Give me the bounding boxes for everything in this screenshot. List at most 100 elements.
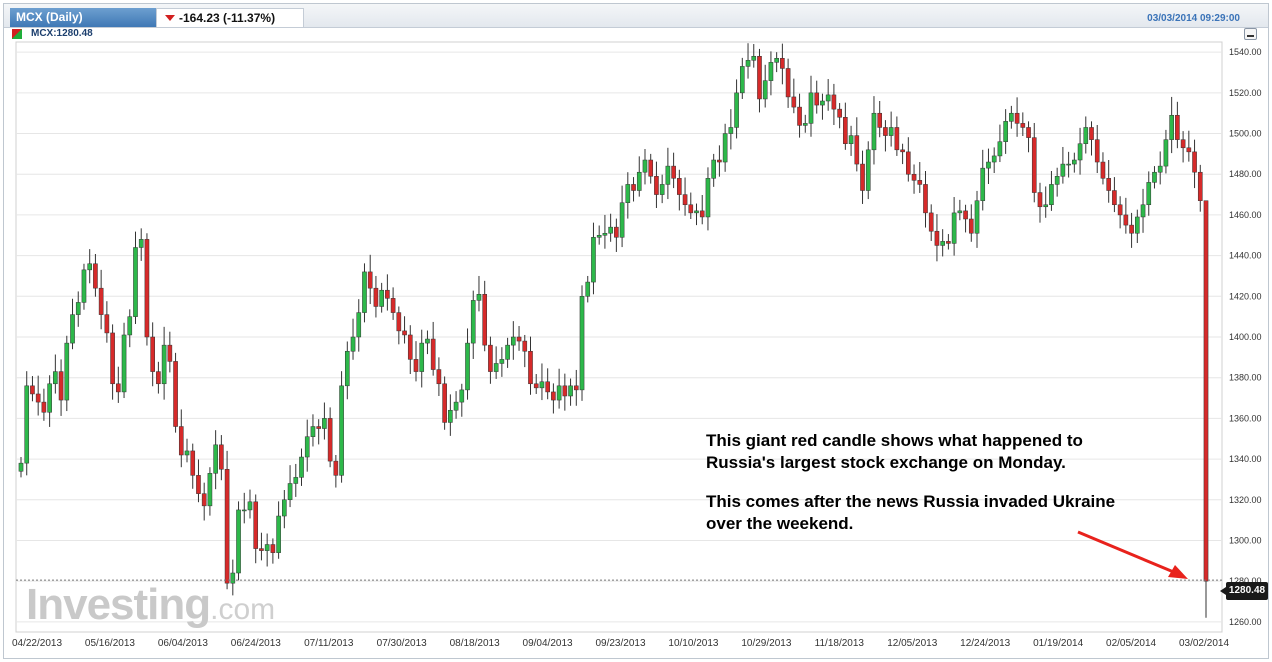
candle-down [900, 149, 905, 153]
x-tick-label: 04/22/2013 [12, 638, 62, 649]
candle-down [167, 344, 173, 362]
candle-up [64, 342, 70, 401]
chart-title-tab[interactable]: MCX (Daily) [10, 8, 156, 27]
y-tick-label: 1280.00 [1229, 576, 1262, 586]
candle-down [442, 383, 447, 423]
candle-down [259, 548, 264, 551]
candle-up [974, 200, 980, 234]
candle-up [888, 127, 894, 136]
candle-down [1100, 161, 1106, 179]
y-tick-label: 1520.00 [1229, 88, 1262, 98]
candle-up [865, 149, 871, 191]
candle-up [1140, 204, 1146, 218]
y-tick-label: 1300.00 [1229, 535, 1262, 545]
x-tick-label: 10/29/2013 [741, 638, 791, 649]
candle-up [121, 334, 127, 393]
candle-up [459, 389, 465, 403]
candle-up [579, 296, 585, 391]
candle-down [201, 493, 207, 507]
candle-up [24, 385, 30, 464]
candle-down [631, 184, 636, 191]
candle-down [396, 312, 402, 332]
candle-up [556, 385, 562, 401]
candle-down [407, 334, 413, 360]
candle-down [156, 371, 161, 385]
candle-up [1009, 112, 1014, 122]
candle-down [1175, 114, 1180, 140]
candle-down [488, 344, 493, 372]
candle-down [671, 165, 676, 179]
candle-down [860, 163, 865, 191]
candle-up [236, 509, 241, 574]
candle-down [373, 287, 379, 307]
candle-down [385, 289, 390, 299]
candle-up [350, 336, 356, 352]
candle-down [1020, 123, 1026, 128]
candle-down [533, 383, 539, 389]
candle-down [196, 475, 201, 494]
annotation-arrowhead [1168, 565, 1188, 579]
candle-up [1146, 182, 1152, 206]
candle-up [957, 210, 963, 214]
candle-up [1134, 216, 1140, 234]
candle-up [241, 509, 247, 512]
y-tick-label: 1460.00 [1229, 210, 1262, 220]
candle-down [116, 383, 121, 393]
candle-down [150, 336, 155, 372]
candle-up [213, 444, 218, 474]
candle-down [1192, 151, 1197, 173]
candle-down [699, 210, 705, 218]
candle-up [808, 92, 814, 124]
candle-up [1157, 165, 1163, 173]
candle-down [911, 173, 917, 181]
candle-up [751, 55, 757, 61]
candle-down [1180, 139, 1186, 149]
candle-up [734, 92, 739, 128]
candle-up [539, 381, 545, 389]
candle-up [1003, 121, 1008, 142]
candle-down [1112, 190, 1117, 206]
candle-up [694, 210, 699, 214]
x-tick-label: 06/04/2013 [158, 638, 208, 649]
y-tick-label: 1400.00 [1229, 332, 1262, 342]
candle-down [98, 287, 104, 315]
candle-down [390, 298, 396, 313]
x-tick-label: 07/30/2013 [377, 638, 427, 649]
symbol-price-label: MCX:1280.48 [31, 28, 93, 39]
candle-up [728, 127, 734, 134]
chart-annotation: This giant red candle shows what happene… [706, 430, 1136, 552]
candle-up [1077, 143, 1083, 161]
candle-up [739, 66, 745, 94]
candle-down [144, 239, 150, 338]
candle-down [894, 127, 900, 151]
chart-frame [3, 3, 1269, 659]
x-tick-label: 05/16/2013 [85, 638, 135, 649]
candle-up [127, 316, 133, 336]
candle-up [825, 94, 831, 102]
candle-up [1152, 171, 1157, 183]
candle-up [591, 237, 596, 283]
x-tick-label: 02/05/2014 [1106, 638, 1156, 649]
annotation-line-2: This comes after the news Russia invaded… [706, 492, 1116, 533]
x-tick-label: 03/02/2014 [1179, 638, 1229, 649]
x-tick-label: 12/24/2013 [960, 638, 1010, 649]
down-arrow-icon [165, 15, 175, 21]
candle-up [47, 383, 52, 413]
logo-brand: Investing [26, 580, 211, 629]
minimize-button[interactable] [1244, 28, 1257, 40]
candle-up [1054, 176, 1060, 185]
candle-down [677, 178, 682, 195]
candle-up [768, 62, 774, 81]
candle-up [75, 302, 81, 315]
candle-down [436, 369, 442, 385]
candle-up [465, 342, 470, 391]
x-tick-label: 06/24/2013 [231, 638, 281, 649]
candle-up [282, 499, 287, 517]
candle-down [545, 381, 550, 393]
x-tick-label: 08/18/2013 [450, 638, 500, 649]
candle-down [837, 108, 842, 118]
candle-down [178, 426, 184, 456]
candle-down [797, 106, 802, 126]
candle-down [1106, 178, 1111, 191]
x-tick-label: 10/10/2013 [668, 638, 718, 649]
